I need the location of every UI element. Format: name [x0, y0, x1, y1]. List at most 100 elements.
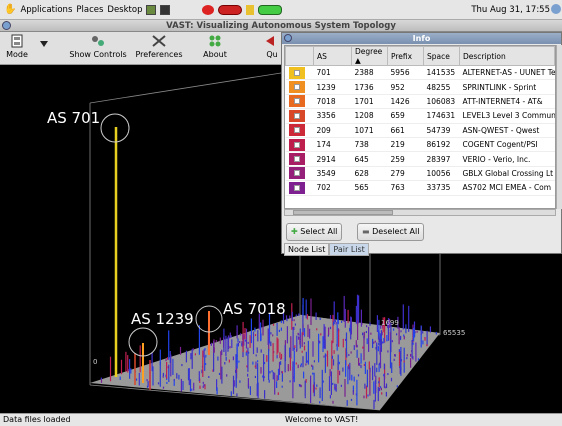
color-swatch[interactable] [288, 138, 305, 151]
cell-description: ASN-QWEST - Qwest [459, 123, 555, 138]
3d-scene[interactable] [0, 65, 562, 413]
places-menu[interactable]: Places [76, 4, 104, 15]
row-checkbox[interactable] [293, 170, 300, 177]
cell-color [285, 79, 314, 95]
row-checkbox[interactable] [293, 84, 300, 91]
foot-icon[interactable]: ✋ [4, 4, 17, 15]
row-checkbox[interactable] [293, 156, 300, 163]
column-as[interactable]: AS [313, 46, 352, 66]
cell-color [285, 137, 314, 153]
cell-color [285, 94, 314, 110]
deselect-all-button[interactable]: ▬ Deselect All [357, 223, 425, 241]
color-swatch[interactable] [288, 153, 305, 166]
row-checkbox[interactable] [293, 98, 300, 105]
column-space[interactable]: Space [423, 46, 460, 66]
table-horizontal-scrollbar[interactable] [284, 209, 556, 216]
cell-degree: 738 [351, 137, 388, 153]
quit-button[interactable]: Qu [262, 34, 282, 59]
color-swatch[interactable] [288, 95, 305, 108]
cell-description: ALTERNET-AS - UUNET Te [459, 65, 555, 81]
column-color[interactable] [285, 46, 314, 66]
show-controls-button[interactable]: Show Controls [68, 34, 128, 59]
cell-prefix: 661 [387, 123, 424, 138]
about-button[interactable]: About [198, 34, 232, 59]
table-row[interactable]: 174 738 219 86192 COGENT Cogent/PSI [285, 137, 555, 153]
color-swatch[interactable] [288, 109, 305, 122]
cell-degree: 2388 [351, 65, 388, 81]
table-row[interactable]: 3356 1208 659 174631 LEVEL3 Level 3 Commun [285, 108, 555, 124]
preferences-button[interactable]: Preferences [134, 34, 184, 59]
table-row[interactable]: 1239 1736 952 48255 SPRINTLINK - Sprint [285, 79, 555, 95]
launcher-battery-icon[interactable] [258, 4, 283, 15]
launcher-icon[interactable] [146, 4, 157, 15]
color-swatch[interactable] [288, 181, 305, 194]
cell-description: SPRINTLINK - Sprint [459, 79, 555, 95]
info-title-bar[interactable]: Info [282, 33, 561, 44]
launcher-stop-icon[interactable] [218, 4, 243, 15]
row-checkbox[interactable] [293, 141, 300, 148]
cell-as: 209 [313, 123, 352, 138]
color-swatch[interactable] [288, 66, 305, 79]
cell-prefix: 763 [387, 180, 424, 196]
applications-menu[interactable]: Applications [20, 4, 73, 15]
as-bars [100, 294, 437, 410]
table-vertical-scrollbar[interactable] [556, 45, 562, 209]
cell-degree: 1071 [351, 123, 388, 138]
select-all-button[interactable]: ✚ Select All [286, 223, 343, 241]
window-menu-icon[interactable] [2, 21, 11, 30]
axis-label-0: 0 [93, 358, 98, 366]
mode-dropdown-icon[interactable] [40, 41, 48, 47]
mode-icon [11, 34, 23, 48]
desktop-top-bar: ✋ Applications Places Desktop Thu Aug 31… [0, 0, 562, 20]
cell-space: 174631 [423, 108, 460, 124]
row-checkbox[interactable] [293, 112, 300, 119]
cell-degree: 1701 [351, 94, 388, 110]
row-checkbox[interactable] [293, 69, 300, 76]
about-icon [209, 35, 221, 47]
table-row[interactable]: 702 565 763 33735 AS702 MCI EMEA - Com [285, 180, 555, 196]
cell-prefix: 659 [387, 108, 424, 124]
tools-icon [152, 35, 166, 47]
desktop-menu[interactable]: Desktop [107, 4, 143, 15]
mode-button[interactable]: Mode [4, 34, 30, 59]
table-row[interactable]: 3549 628 279 10056 GBLX Global Crossing Lt [285, 166, 555, 182]
color-swatch[interactable] [288, 167, 305, 180]
cell-degree: 628 [351, 166, 388, 182]
hscroll-thumb[interactable] [293, 210, 393, 215]
column-degree[interactable]: Degree ▲ [351, 46, 388, 66]
node-table[interactable]: AS Degree ▲ Prefix Space Description 701… [284, 45, 556, 209]
cell-as: 701 [313, 65, 352, 81]
cell-as: 3549 [313, 166, 352, 182]
cell-degree: 1208 [351, 108, 388, 124]
cell-prefix: 219 [387, 137, 424, 153]
table-row[interactable]: 701 2388 5956 141535 ALTERNET-AS - UUNET Te [285, 65, 555, 81]
launcher-note-icon[interactable] [246, 4, 255, 15]
info-menu-icon[interactable] [284, 34, 292, 42]
status-bar-left: Data files loaded [0, 413, 282, 426]
network-icon[interactable] [551, 4, 561, 14]
label-as1239: AS 1239 [131, 310, 194, 328]
table-header: AS Degree ▲ Prefix Space Description [285, 46, 555, 66]
row-checkbox[interactable] [293, 127, 300, 134]
clock[interactable]: Thu Aug 31, 17:55 [471, 5, 550, 15]
axis-label-65535: 65535 [443, 329, 466, 337]
tab-pair-list[interactable]: Pair List [329, 243, 369, 256]
highlight-circle-as7018 [195, 305, 223, 333]
table-row[interactable]: 209 1071 661 54739 ASN-QWEST - Qwest [285, 123, 555, 138]
cell-space: 48255 [423, 79, 460, 95]
tab-node-list[interactable]: Node List [284, 243, 330, 256]
terminal-icon[interactable] [160, 4, 171, 15]
cell-as: 2914 [313, 151, 352, 167]
color-swatch[interactable] [288, 81, 305, 94]
row-checkbox[interactable] [293, 184, 300, 191]
cell-description: COGENT Cogent/PSI [459, 137, 555, 153]
column-description[interactable]: Description [459, 46, 555, 66]
cell-space: 86192 [423, 137, 460, 153]
table-row[interactable]: 7018 1701 1426 106083 ATT-INTERNET4 - AT& [285, 94, 555, 110]
table-row[interactable]: 2914 645 259 28397 VERIO - Verio, Inc. [285, 151, 555, 167]
cell-color [285, 123, 314, 138]
info-window[interactable]: Info AS Degree ▲ Prefix Space Descriptio… [281, 32, 562, 256]
column-prefix[interactable]: Prefix [387, 46, 424, 66]
color-swatch[interactable] [288, 124, 305, 137]
launcher-lifesaver-icon[interactable] [202, 4, 215, 15]
